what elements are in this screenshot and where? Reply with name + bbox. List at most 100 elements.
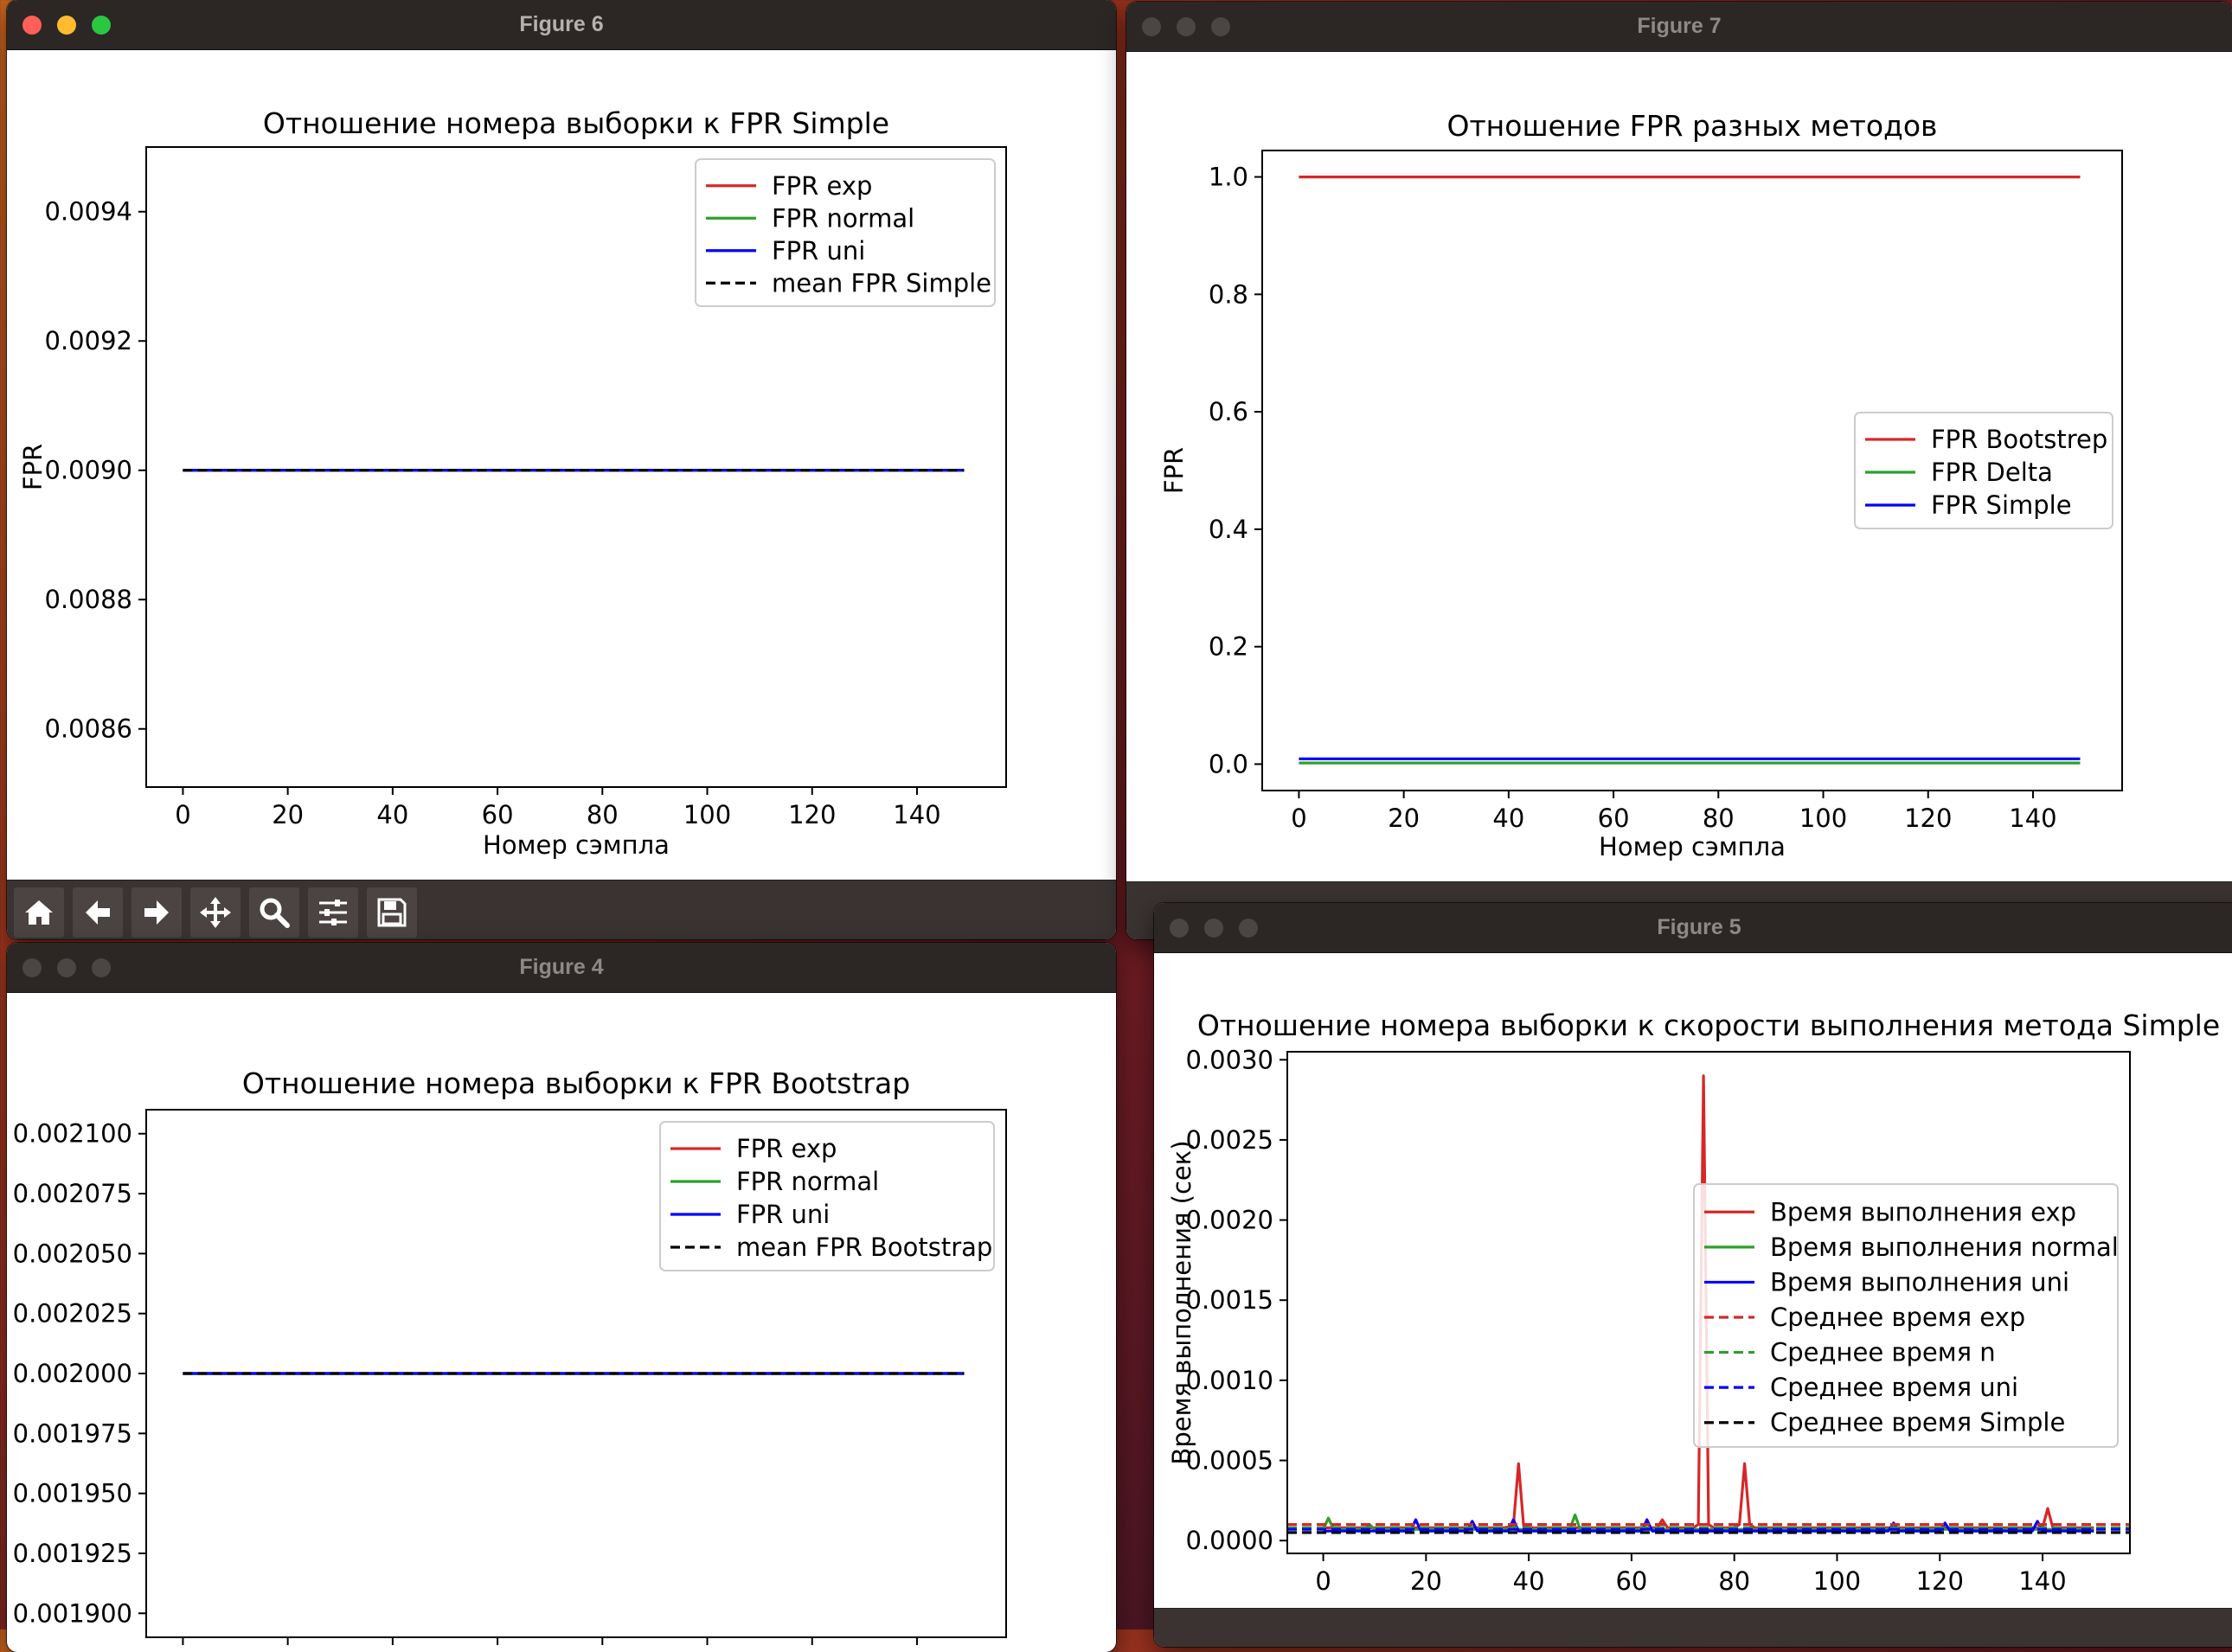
close-button[interactable] (1142, 17, 1161, 36)
legend-box (695, 158, 996, 307)
save-button[interactable] (367, 887, 417, 938)
title-bar[interactable]: Figure 5 (1154, 903, 2232, 953)
y-tick-label: 0.4 (1209, 515, 1248, 544)
configure-subplots-button[interactable] (308, 887, 358, 938)
y-tick-label: 0.0030 (1186, 1045, 1273, 1074)
zoom-button[interactable] (92, 958, 111, 977)
x-tick-label: 80 (1703, 804, 1735, 833)
y-tick-label: 0.2 (1209, 632, 1248, 662)
x-tick-label: 140 (2018, 1566, 2066, 1596)
back-button[interactable] (73, 887, 123, 938)
figure-6-canvas[interactable]: Отношение номера выборки к FPR Simple 0 20… (7, 49, 1116, 880)
title-bar[interactable]: Figure 4 (7, 943, 1116, 993)
figure-6-window: Figure 6 Отношение номера выборки к FPR … (7, 0, 1116, 939)
legend-label: FPR uni (736, 1200, 830, 1229)
chart-title: Отношение FPR разных методов (1446, 109, 1937, 143)
x-tick-label: 60 (1598, 804, 1630, 833)
window-title: Figure 6 (519, 12, 604, 36)
window-title: Figure 4 (519, 955, 604, 979)
y-tick-label: 0.001900 (13, 1598, 132, 1628)
x-tick-label: 0 (1291, 804, 1306, 833)
x-tick-label: 20 (1410, 1566, 1442, 1596)
minimize-button[interactable] (57, 16, 76, 35)
legend-label: Время выполнения normal (1770, 1233, 2119, 1262)
x-tick-label: 40 (1492, 804, 1524, 833)
chart-title: Отношение номера выборки к FPR Simple (263, 106, 889, 140)
x-tick-label: 0 (175, 800, 190, 829)
x-tick-label: 20 (272, 800, 304, 829)
legend-label: mean FPR Simple (772, 268, 991, 298)
legend-box (1693, 1183, 2119, 1448)
save-icon (377, 898, 407, 927)
forward-button[interactable] (131, 887, 182, 938)
y-tick-label: 0.002100 (13, 1119, 132, 1149)
y-tick-label: 0.001925 (13, 1539, 132, 1568)
x-tick-label: 60 (482, 800, 514, 829)
y-tick-label: 0.8 (1209, 279, 1248, 309)
figure-4-canvas[interactable]: Отношение номера выборки к FPR Bootstrap… (7, 992, 1116, 1652)
home-icon (25, 900, 53, 925)
y-tick-label: 0.002075 (13, 1179, 132, 1208)
figure-5-canvas[interactable]: Отношение номера выборки к скорости выпо… (1154, 952, 2232, 1627)
zoom-rect-button[interactable] (249, 887, 299, 938)
matplotlib-toolbar (1154, 1608, 2232, 1647)
legend: Время выполнения exp Время выполнения nor… (1693, 1183, 2119, 1448)
minimize-button[interactable] (1177, 17, 1196, 36)
y-tick-label: 0.0025 (1186, 1125, 1273, 1155)
legend: FPR Bootstrep FPR Delta FPR Simple (1854, 412, 2113, 529)
legend-label: FPR normal (772, 203, 914, 233)
x-tick-label: 20 (1388, 804, 1420, 833)
back-arrow-icon (86, 900, 110, 925)
y-tick-label: 0.002025 (13, 1299, 132, 1329)
legend-label: FPR Delta (1931, 458, 2053, 487)
zoom-button[interactable] (1239, 919, 1258, 938)
y-tick-label: 0.001975 (13, 1418, 132, 1448)
legend-label: Время выполнения uni (1770, 1267, 2069, 1297)
x-tick-label: 40 (1513, 1566, 1545, 1596)
y-tick-label: 0.0010 (1186, 1366, 1273, 1395)
legend-label: Среднее время Simple (1770, 1408, 2065, 1437)
legend-box (1854, 412, 2113, 529)
pan-button[interactable] (190, 887, 241, 938)
y-tick-label: 0.0090 (45, 456, 132, 485)
x-tick-label: 120 (1904, 804, 1952, 833)
y-tick-label: 0.0020 (1186, 1206, 1273, 1235)
y-tick-label: 0.0005 (1186, 1446, 1273, 1476)
close-button[interactable] (1170, 919, 1189, 938)
title-bar[interactable]: Figure 7 (1126, 2, 2232, 52)
figure-7-window: Figure 7 Отношение FPR разных методов 0 20… (1126, 2, 2232, 939)
minimize-button[interactable] (57, 958, 76, 977)
title-bar[interactable]: Figure 6 (7, 0, 1116, 50)
legend-label: FPR uni (772, 236, 865, 266)
y-tick-label: 0.001950 (13, 1479, 132, 1508)
legend-label: FPR normal (736, 1167, 879, 1196)
configure-subplots-icon (319, 900, 347, 925)
y-axis-label: FPR (1159, 447, 1189, 494)
x-tick-label: 40 (376, 800, 408, 829)
y-tick-label: 0.002000 (13, 1359, 132, 1388)
zoom-button[interactable] (1211, 17, 1230, 36)
plot-frame (145, 146, 1007, 788)
series-line (1323, 1518, 2094, 1533)
figure-7-canvas[interactable]: Отношение FPR разных методов 0 20 40 60 80 100… (1126, 51, 2232, 881)
close-button[interactable] (22, 958, 42, 977)
x-tick-label: 80 (587, 800, 619, 829)
y-tick-label: 0.0094 (45, 197, 132, 227)
y-tick-label: 0.0088 (45, 585, 132, 614)
y-tick-label: 0.0 (1209, 749, 1248, 778)
legend-label: mean FPR Bootstrap (736, 1233, 992, 1262)
x-tick-label: 120 (1916, 1566, 1964, 1596)
minimize-button[interactable] (1204, 919, 1223, 938)
x-tick-label: 80 (1718, 1566, 1750, 1596)
y-tick-label: 0.6 (1209, 397, 1248, 426)
legend-box (659, 1121, 995, 1271)
y-tick-label: 0.0000 (1186, 1526, 1273, 1555)
close-button[interactable] (22, 16, 42, 35)
zoom-button[interactable] (92, 16, 111, 35)
y-tick-label: 0.002050 (13, 1239, 132, 1268)
y-tick-label: 0.0092 (45, 326, 132, 355)
figure-5-window: Figure 5 Отношение номера выборки к скор… (1154, 903, 2232, 1647)
legend-label: FPR Simple (1931, 490, 2072, 520)
home-button[interactable] (14, 887, 64, 938)
